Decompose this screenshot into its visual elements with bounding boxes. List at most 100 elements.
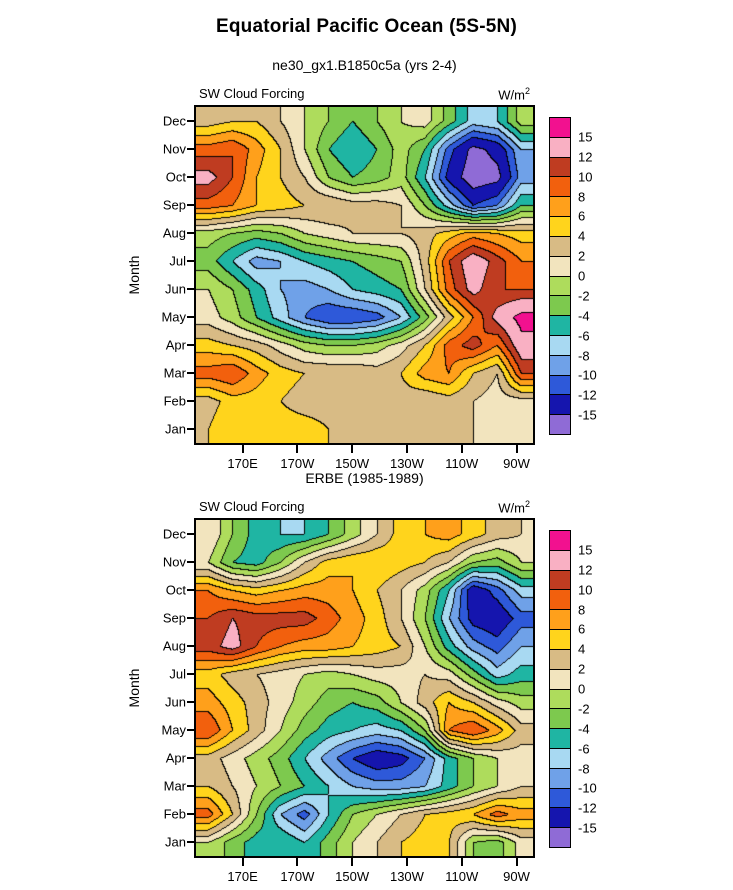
y-tick-mark [187,148,195,150]
colorbar-level-label: -15 [578,820,597,836]
y-tick-label: May [161,722,186,738]
colorbar-segment [550,569,570,590]
y-ticks [187,107,195,443]
x-tick-mark [351,445,354,453]
colorbar-level-label: -4 [578,721,590,737]
x-tick-label: 130W [389,869,424,884]
colorbar-segment [550,827,570,847]
colorbar-segment [550,176,570,197]
colorbar-segment [550,156,570,177]
y-tick-label: May [161,309,186,325]
y-tick-mark [187,288,195,290]
colorbar-level-label: 8 [578,602,586,617]
y-tick-mark [187,120,195,122]
colorbar-segment [550,394,570,415]
colorbar-segment [550,275,570,296]
colorbar-level-label: 4 [578,641,586,657]
y-tick-mark [187,316,195,318]
y-tick-mark [187,428,195,430]
y-tick-label: Apr [165,750,186,766]
y-tick-label: Feb [163,393,186,409]
colorbar-labels: 15 12 10 8 6 4 2 0 -2 -4 -6 -8 -10 -12 -15 [578,117,622,435]
colorbar-segment [550,589,570,610]
colorbar-segment [550,531,570,550]
y-tick-label: Nov [162,141,186,157]
y-tick-label: Aug [162,225,186,241]
x-tick-mark [515,445,518,453]
colorbar-segment [550,629,570,649]
colorbar-segment [550,668,570,689]
colorbar-level-label: 0 [578,268,586,284]
x-tick-mark [296,858,299,866]
colorbar-segment [550,728,570,748]
colorbar-level-label: 6 [578,208,586,224]
y-tick-label: Jun [165,694,186,710]
colorbar-level-label: -2 [578,288,590,304]
colorbar-level-label: -8 [578,348,590,363]
colorbar-segment [550,767,570,788]
y-tick-mark [187,841,195,843]
field-title: SW Cloud Forcing [199,499,305,514]
x-tick-label: 170E [227,456,258,471]
colorbar-level-label: 2 [578,661,586,677]
colorbar-level-label: 15 [578,542,593,558]
x-tick-label: 90W [503,456,530,471]
x-ticks [196,445,533,453]
x-tick-mark [241,858,244,866]
colorbar-level-label: -2 [578,701,590,717]
colorbar-level-label: 2 [578,248,586,264]
colorbar-level-label: 12 [578,562,593,578]
x-tick-label: 170E [227,869,258,884]
y-tick-mark [187,617,195,619]
colorbar-level-label: -8 [578,761,590,776]
y-tick-mark [187,372,195,374]
y-tick-label: Apr [165,337,186,353]
colorbar-segment [550,334,570,355]
x-tick-mark [460,445,463,453]
x-tick-mark [515,858,518,866]
colorbar-level-label: -12 [578,800,597,816]
colorbar-level-label: 0 [578,681,586,697]
y-tick-mark [187,645,195,647]
colorbar-level-label: -10 [578,780,597,796]
x-tick-labels: 170E 170W 150W 130W 110W 90W [196,456,533,472]
x-tick-label: 170W [280,456,315,471]
y-tick-mark [187,757,195,759]
plot-area [194,105,535,445]
colorbar-segment [550,549,570,570]
plot-area [194,518,535,858]
y-tick-mark [187,729,195,731]
y-tick-label: Sep [162,610,186,626]
units-exponent: 2 [524,499,530,509]
colorbar-segment [550,688,570,709]
y-tick-label: Nov [162,554,186,570]
y-tick-mark [187,400,195,402]
y-tick-mark [187,561,195,563]
y-tick-label: Jun [165,281,186,297]
units-base: W/m [498,87,525,103]
colorbar-segment [550,196,570,217]
x-tick-mark [405,445,408,453]
colorbar-level-label: -10 [578,367,597,383]
y-tick-label: Mar [163,778,186,794]
colorbar-level-label: -6 [578,328,590,344]
colorbar-level-label: 8 [578,189,586,204]
colorbar-segment [550,374,570,395]
colorbar-level-label: -6 [578,741,590,757]
y-tick-label: Oct [165,582,186,598]
colorbar [549,530,571,848]
x-tick-mark [296,445,299,453]
colorbar-segment [550,747,570,768]
colorbar [549,117,571,435]
colorbar-level-label: 15 [578,129,593,145]
y-tick-mark [187,232,195,234]
x-tick-label: 150W [335,869,370,884]
y-tick-mark [187,260,195,262]
units-label: W/m2 [196,499,530,515]
y-tick-label: Sep [162,197,186,213]
colorbar-segment [550,136,570,157]
y-tick-mark [187,673,195,675]
colorbar-segment [550,118,570,137]
